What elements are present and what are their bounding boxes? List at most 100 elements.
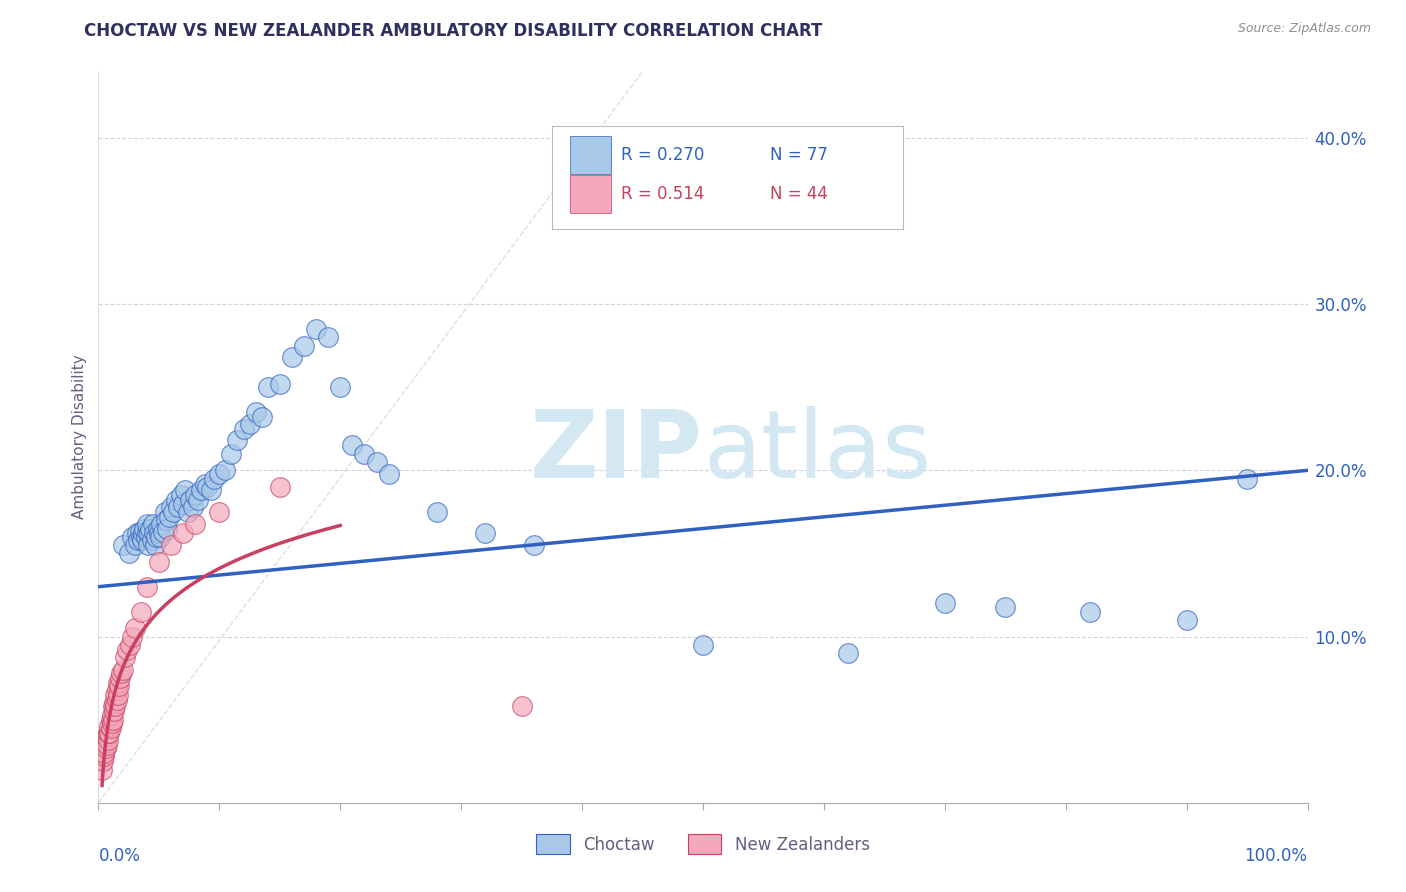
Point: [250, 410, 273, 425]
Point: [377, 467, 399, 481]
Point: [181, 500, 204, 514]
Point: [107, 676, 129, 690]
Point: [105, 692, 128, 706]
Point: [124, 621, 146, 635]
Point: [118, 638, 141, 652]
Point: [148, 526, 170, 541]
Point: [994, 599, 1017, 614]
Point: [184, 488, 207, 502]
Point: [104, 688, 127, 702]
Point: [98, 726, 121, 740]
Point: [156, 521, 179, 535]
Point: [523, 538, 546, 552]
Point: [195, 480, 218, 494]
Point: [232, 422, 254, 436]
Point: [837, 646, 859, 660]
Text: N = 77: N = 77: [769, 146, 827, 164]
Point: [1078, 605, 1101, 619]
Point: [135, 530, 157, 544]
Point: [94, 740, 117, 755]
Point: [160, 500, 183, 514]
Y-axis label: Ambulatory Disability: Ambulatory Disability: [72, 355, 87, 519]
Point: [111, 663, 134, 677]
Point: [145, 530, 167, 544]
FancyBboxPatch shape: [551, 126, 903, 228]
Point: [117, 643, 139, 657]
Point: [305, 322, 328, 336]
Point: [128, 524, 150, 539]
Point: [179, 493, 201, 508]
Point: [148, 555, 170, 569]
Point: [97, 732, 120, 747]
Point: [165, 493, 187, 508]
Point: [97, 726, 120, 740]
Point: [132, 526, 155, 541]
Point: [226, 434, 249, 448]
Point: [474, 526, 496, 541]
Point: [292, 338, 315, 352]
Point: [141, 533, 163, 548]
Point: [135, 516, 157, 531]
Point: [136, 538, 159, 552]
Point: [329, 380, 352, 394]
Point: [121, 530, 143, 544]
Point: [208, 505, 231, 519]
Point: [153, 505, 176, 519]
Point: [172, 497, 194, 511]
Point: [129, 530, 152, 544]
Point: [111, 538, 134, 552]
Point: [104, 699, 127, 714]
Point: [103, 705, 125, 719]
Point: [98, 719, 121, 733]
Text: atlas: atlas: [703, 406, 931, 498]
Point: [157, 509, 180, 524]
Point: [190, 483, 212, 498]
Point: [316, 330, 339, 344]
Point: [121, 630, 143, 644]
Point: [200, 483, 222, 498]
Point: [127, 533, 149, 548]
Point: [510, 699, 533, 714]
Point: [353, 447, 375, 461]
Text: Source: ZipAtlas.com: Source: ZipAtlas.com: [1237, 22, 1371, 36]
Point: [108, 680, 131, 694]
Point: [187, 493, 209, 508]
Point: [160, 538, 183, 552]
Point: [146, 521, 169, 535]
Point: [184, 516, 207, 531]
FancyBboxPatch shape: [569, 175, 612, 213]
Point: [269, 376, 291, 391]
Text: 0.0%: 0.0%: [98, 847, 141, 864]
Point: [692, 638, 714, 652]
Point: [93, 749, 115, 764]
Point: [150, 516, 173, 531]
Legend: Choctaw, New Zealanders: Choctaw, New Zealanders: [530, 828, 876, 860]
Point: [124, 538, 146, 552]
Point: [100, 707, 122, 722]
Point: [1236, 472, 1258, 486]
Text: R = 0.514: R = 0.514: [621, 186, 704, 203]
Point: [91, 754, 114, 768]
Point: [194, 476, 217, 491]
Point: [172, 526, 194, 541]
Point: [167, 500, 190, 514]
Point: [105, 682, 128, 697]
Point: [96, 738, 118, 752]
Point: [96, 729, 118, 743]
Point: [208, 467, 231, 481]
Text: CHOCTAW VS NEW ZEALANDER AMBULATORY DISABILITY CORRELATION CHART: CHOCTAW VS NEW ZEALANDER AMBULATORY DISA…: [84, 22, 823, 40]
Point: [256, 380, 278, 394]
Point: [129, 605, 152, 619]
FancyBboxPatch shape: [569, 136, 612, 175]
Point: [204, 472, 226, 486]
Point: [142, 516, 165, 531]
Point: [934, 596, 956, 610]
Point: [91, 763, 114, 777]
Point: [93, 746, 115, 760]
Point: [281, 351, 304, 365]
Point: [107, 688, 129, 702]
Point: [169, 488, 191, 502]
Point: [110, 666, 132, 681]
Point: [101, 713, 124, 727]
Point: [152, 524, 174, 539]
